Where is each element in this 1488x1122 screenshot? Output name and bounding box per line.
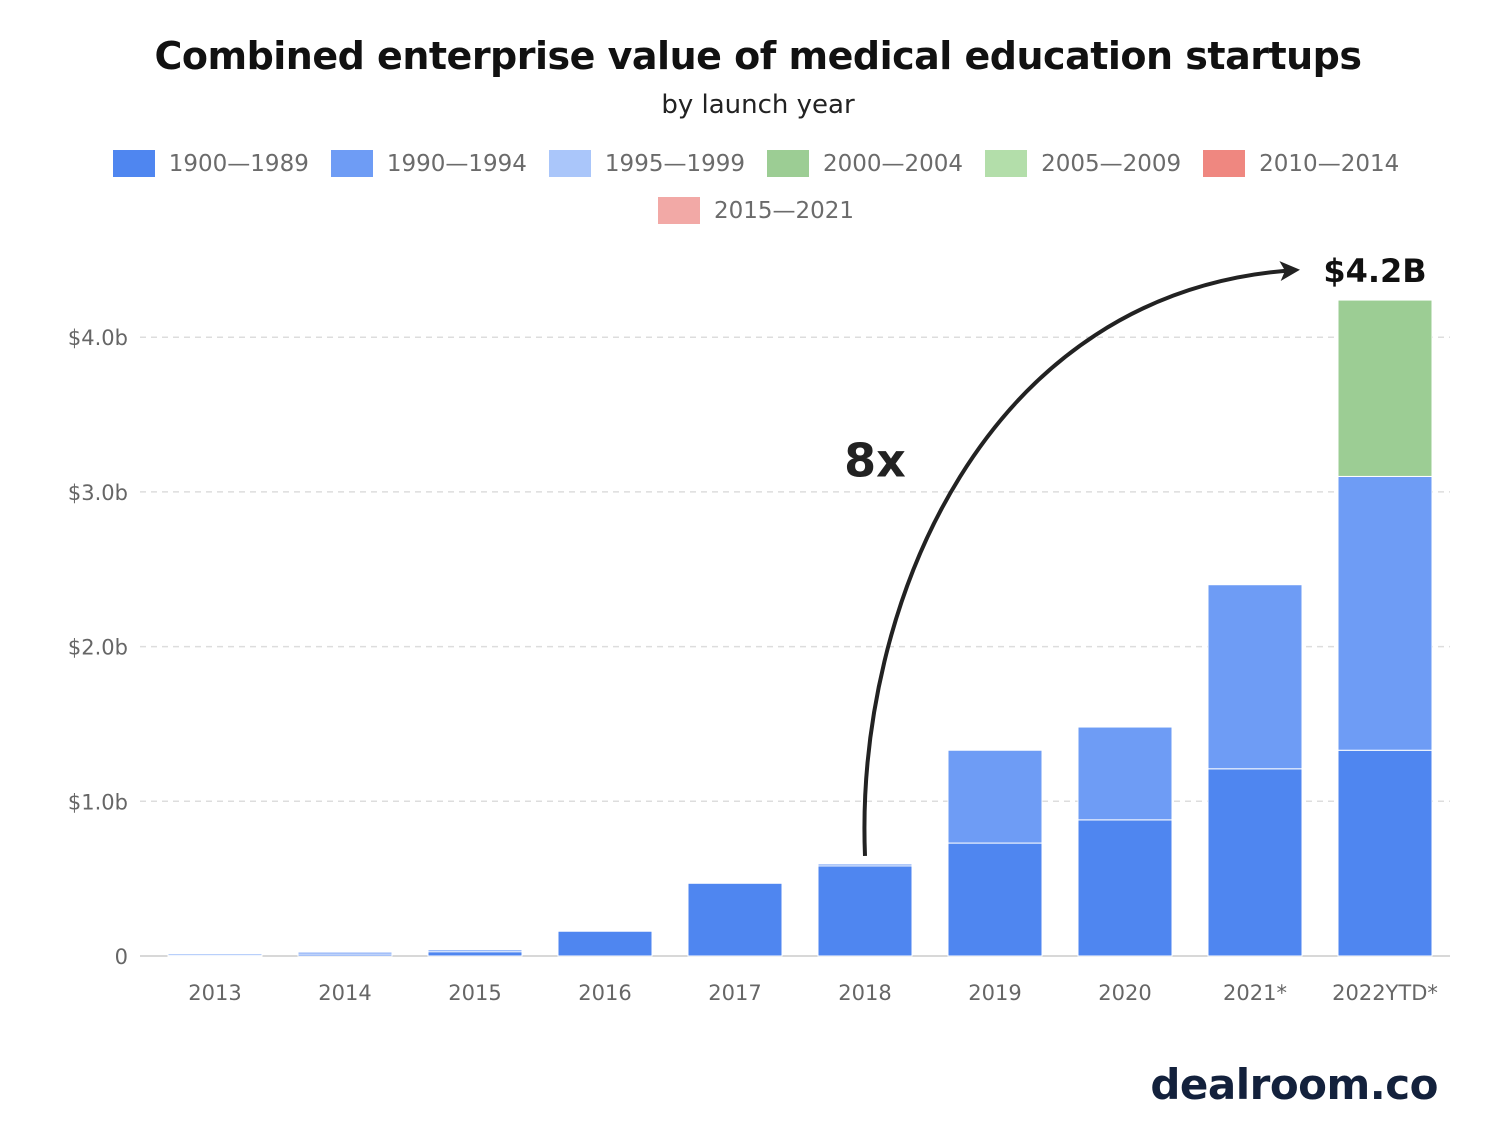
- annotations: 8x $4.2B: [844, 252, 1427, 857]
- x-tick-label: 2014: [318, 981, 371, 1005]
- chart-subtitle: by launch year: [661, 90, 855, 120]
- y-tick-label: $4.0b: [68, 326, 128, 350]
- x-tick-label: 2017: [708, 981, 761, 1005]
- bar-segment: [687, 882, 783, 957]
- bar-segment: [817, 864, 913, 957]
- legend-row-2: 2015—2021: [0, 197, 1488, 224]
- y-tick-label: $3.0b: [68, 481, 128, 505]
- legend-item: 1990—1994: [330, 150, 527, 177]
- bar-segment: [817, 863, 913, 867]
- axis-labels: 0 $1.0b $2.0b $3.0b $4.0b 2013 2014 2015 2016 201…: [68, 326, 1438, 1005]
- legend-item: 2015—2021: [657, 197, 855, 224]
- x-tick-label: 2015: [448, 981, 501, 1005]
- legend-label: 2015—2021: [713, 197, 855, 224]
- legend-item: 2010—2014: [1203, 150, 1399, 177]
- x-tick-label: 2021*: [1223, 981, 1287, 1005]
- chart-title: Combined enterprise value of medical edu…: [154, 34, 1362, 78]
- growth-arrow: [862, 261, 1300, 857]
- legend-label: 1995—1999: [604, 150, 745, 177]
- legend-item: 2000—2004: [767, 150, 963, 177]
- y-tick-label: $2.0b: [68, 636, 128, 660]
- bar-segment: [557, 930, 653, 957]
- bar-segment: [167, 953, 263, 957]
- dealroom-logo: dealroom.co: [1150, 1060, 1438, 1109]
- bar-segment: [947, 749, 1043, 844]
- bar-segment: [1337, 749, 1433, 957]
- bar-segment: [947, 842, 1043, 957]
- bar-segment: [1077, 819, 1173, 957]
- legend-item: 2005—2009: [985, 150, 1181, 177]
- legend-item: 1995—1999: [548, 150, 745, 177]
- legend-swatch: [657, 197, 700, 224]
- legend-label: 2000—2004: [823, 150, 964, 177]
- y-tick-label: 0: [115, 945, 128, 969]
- x-tick-label: 2018: [838, 981, 891, 1005]
- y-tick-label: $1.0b: [68, 790, 128, 814]
- legend-label: 2010—2014: [1259, 150, 1400, 177]
- legend-label: 1900—1989: [168, 150, 309, 177]
- x-tick-label: 2019: [968, 981, 1021, 1005]
- x-tick-label: 2013: [188, 981, 241, 1005]
- legend-label: 1990—1994: [386, 150, 527, 177]
- multiplier-annotation: 8x: [844, 433, 906, 487]
- bar-segment: [1077, 726, 1173, 821]
- x-tick-label: 2020: [1098, 981, 1151, 1005]
- bar-segment: [1207, 584, 1303, 770]
- bars: [167, 299, 1433, 957]
- bar-segment: [1207, 768, 1303, 957]
- legend-swatch: [985, 150, 1028, 177]
- x-tick-label: 2022YTD*: [1332, 981, 1438, 1005]
- bar-segment: [1337, 299, 1433, 477]
- legend-item: 1900—1989: [112, 150, 309, 177]
- total-annotation: $4.2B: [1323, 252, 1426, 290]
- legend-swatch: [1203, 150, 1246, 177]
- bar-segment: [297, 951, 393, 955]
- legend-label: 2005—2009: [1041, 150, 1182, 177]
- legend-swatch: [330, 150, 373, 177]
- legend-row-1: 1900—1989 1990—1994 1995—1999 2000—2004 2005…: [0, 150, 1488, 177]
- bar-segment: [427, 949, 523, 953]
- bar-segment: [1337, 475, 1433, 751]
- legend-swatch: [112, 150, 155, 177]
- legend-swatch: [548, 150, 591, 177]
- legend-swatch: [767, 150, 809, 177]
- x-tick-label: 2016: [578, 981, 631, 1005]
